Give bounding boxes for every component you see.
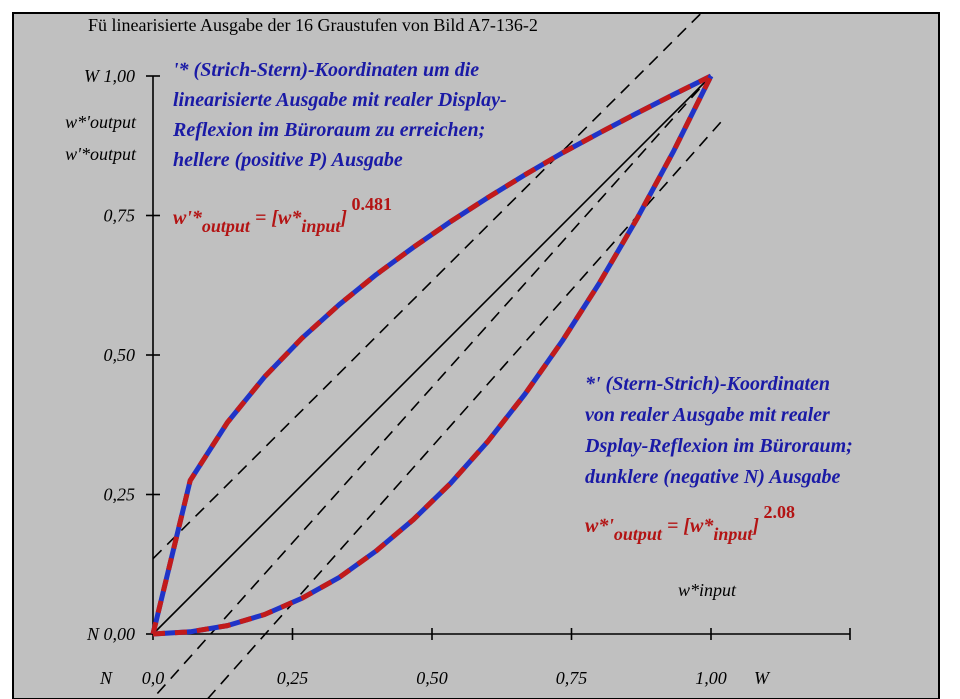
x-tick-label: 1,00 bbox=[695, 668, 727, 688]
series-lower-red bbox=[152, 74, 714, 637]
x-tick-label: 0,0 bbox=[142, 668, 165, 688]
reference-line-4 bbox=[206, 120, 723, 699]
x-tick-label: 0,50 bbox=[416, 668, 448, 688]
reference-line-3 bbox=[151, 75, 712, 699]
y-tick-label: 0,75 bbox=[104, 206, 136, 226]
x-tick-label: 0,75 bbox=[556, 668, 588, 688]
upper-formula: w'*output = [w*input] 0.481 bbox=[173, 194, 392, 236]
y-tick-label: W 1,00 bbox=[84, 66, 135, 86]
y-tick-label: 0,25 bbox=[104, 485, 136, 505]
upper-annotation-line: Reflexion im Büroraum zu erreichen; bbox=[172, 119, 485, 141]
lower-annotation-line: dunklere (negative N) Ausgabe bbox=[585, 466, 840, 488]
y-tick-label: N 0,00 bbox=[86, 624, 135, 644]
x-tick-label: 0,25 bbox=[277, 668, 309, 688]
lower-formula: w*'output = [w*input] 2.08 bbox=[585, 502, 795, 544]
reference-line-1 bbox=[152, 75, 712, 635]
x-axis-label: w*input bbox=[678, 580, 737, 600]
upper-annotation-line: '* (Strich-Stern)-Koordinaten um die bbox=[173, 59, 479, 81]
upper-annotation-line: linearisierte Ausgabe mit realer Display… bbox=[173, 89, 507, 111]
chart-title: Fü linearisierte Ausgabe der 16 Graustuf… bbox=[88, 15, 538, 35]
upper-annotation-line: hellere (positive P) Ausgabe bbox=[173, 149, 403, 171]
lower-annotation-line: *' (Stern-Strich)-Koordinaten bbox=[585, 373, 830, 395]
reference-line-2 bbox=[152, 13, 703, 560]
plot-background bbox=[12, 12, 940, 699]
y-label-1: w*'output bbox=[65, 112, 137, 132]
y-tick-label: 0,50 bbox=[104, 345, 136, 365]
series-upper-red bbox=[150, 73, 713, 635]
lower-annotation-line: von realer Ausgabe mit realer bbox=[585, 404, 830, 426]
y-label-2: w'*output bbox=[65, 144, 137, 164]
lower-annotation-line: Dsplay-Reflexion im Büroraum; bbox=[584, 435, 853, 457]
x-suffix-label: W bbox=[754, 668, 771, 688]
x-prefix-label: N bbox=[99, 668, 113, 688]
